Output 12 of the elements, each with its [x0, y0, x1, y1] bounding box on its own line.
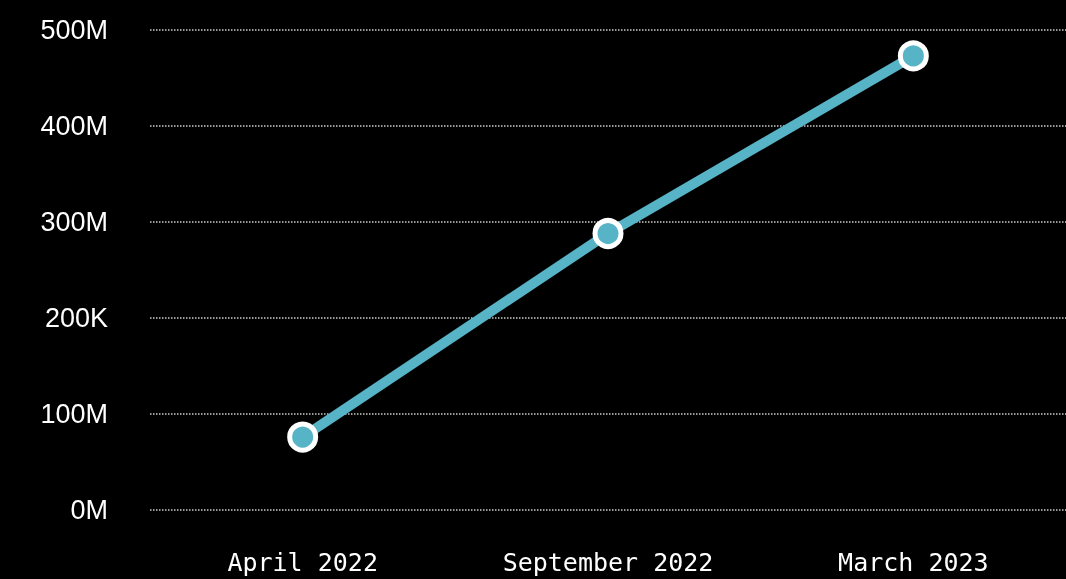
y-tick-label: 0M	[70, 495, 108, 525]
x-tick-label: September 2022	[502, 548, 714, 577]
y-tick-label: 100M	[40, 399, 108, 429]
y-tick-label: 200K	[44, 303, 108, 333]
point	[897, 40, 929, 72]
x-tick-label: April 2022	[227, 548, 378, 577]
point	[592, 218, 624, 250]
point	[287, 421, 319, 453]
y-tick-label: 500M	[40, 15, 108, 45]
y-tick-label: 300M	[40, 207, 108, 237]
y-tick-label: 400M	[40, 111, 108, 141]
x-tick-label: March 2023	[838, 548, 989, 577]
